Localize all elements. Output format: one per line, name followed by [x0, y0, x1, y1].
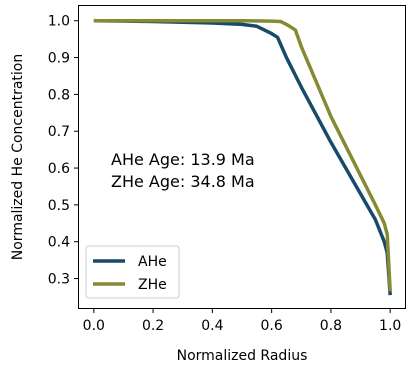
series-lines	[93, 18, 392, 296]
y-tick-label: 0.6	[48, 161, 70, 177]
series-line-zhe	[93, 18, 392, 292]
x-axis-label: Normalized Radius	[177, 348, 308, 364]
axis-ticks: 0.0 0.2 0.4 0.6 0.8 1.0 0.3 0.4 0.5 0.6 0.7 0.8 0.9 1…	[48, 14, 402, 334]
series-line-ahe	[93, 18, 392, 296]
y-tick-label: 0.4	[48, 235, 70, 251]
x-tick-label: 0.6	[261, 318, 283, 334]
annotation-zhe-age: ZHe Age: 34.8 Ma	[111, 172, 255, 191]
y-axis-label: Normalized He Concentration	[10, 54, 26, 260]
annotation-ahe-age: AHe Age: 13.9 Ma	[111, 150, 255, 169]
plot-frame	[78, 5, 406, 309]
legend: AHe ZHe	[85, 245, 180, 299]
x-tick-label: 0.4	[201, 318, 223, 334]
y-tick-label: 0.7	[48, 124, 70, 140]
y-tick-label: 1.0	[48, 14, 70, 30]
annotation-background	[98, 143, 283, 198]
x-tick-label: 1.0	[379, 318, 401, 334]
annotation-box: AHe Age: 13.9 Ma ZHe Age: 34.8 Ma	[98, 143, 283, 198]
y-tick-label: 0.5	[48, 198, 70, 214]
y-tick-label: 0.8	[48, 87, 70, 103]
legend-label-zhe: ZHe	[138, 277, 167, 293]
x-tick-label: 0.0	[83, 318, 105, 334]
y-tick-label: 0.9	[48, 51, 70, 67]
x-tick-label: 0.8	[320, 318, 342, 334]
legend-label-ahe: AHe	[138, 254, 167, 270]
y-tick-label: 0.3	[48, 272, 70, 288]
x-tick-label: 0.2	[142, 318, 164, 334]
